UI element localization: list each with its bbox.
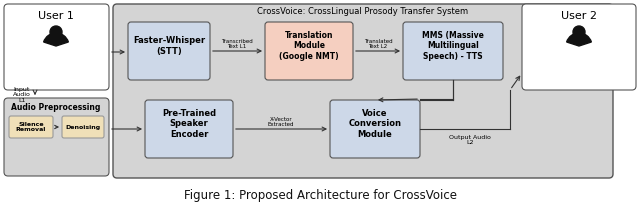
Text: Figure 1: Proposed Architecture for CrossVoice: Figure 1: Proposed Architecture for Cros… — [184, 188, 456, 202]
Text: Input
Audio
L1: Input Audio L1 — [13, 87, 31, 103]
Wedge shape — [44, 33, 68, 46]
FancyBboxPatch shape — [128, 22, 210, 80]
Text: Transcribed
Text L1: Transcribed Text L1 — [221, 39, 253, 49]
Text: CrossVoice: CrossLingual Prosody Transfer System: CrossVoice: CrossLingual Prosody Transfe… — [257, 8, 468, 17]
FancyBboxPatch shape — [145, 100, 233, 158]
FancyBboxPatch shape — [9, 116, 53, 138]
Text: Translation
Module
(Google NMT): Translation Module (Google NMT) — [279, 31, 339, 61]
FancyBboxPatch shape — [62, 116, 104, 138]
FancyBboxPatch shape — [4, 4, 109, 90]
Text: Denoising: Denoising — [65, 124, 100, 130]
Circle shape — [573, 26, 585, 38]
Text: Pre-Trained
Speaker
Encoder: Pre-Trained Speaker Encoder — [162, 109, 216, 139]
FancyBboxPatch shape — [4, 98, 109, 176]
FancyBboxPatch shape — [522, 4, 636, 90]
FancyBboxPatch shape — [330, 100, 420, 158]
FancyBboxPatch shape — [265, 22, 353, 80]
Text: User 1: User 1 — [38, 11, 74, 21]
Text: Output Audio
L2: Output Audio L2 — [449, 135, 491, 145]
Text: Voice
Conversion
Module: Voice Conversion Module — [349, 109, 401, 139]
Text: Faster-Whisper
(STT): Faster-Whisper (STT) — [133, 36, 205, 56]
FancyBboxPatch shape — [403, 22, 503, 80]
Text: Translated
Text L2: Translated Text L2 — [364, 39, 392, 49]
Circle shape — [50, 26, 62, 38]
Text: User 2: User 2 — [561, 11, 597, 21]
Text: Audio Preprocessing: Audio Preprocessing — [12, 103, 100, 112]
Text: MMS (Massive
Multilingual
Speech) - TTS: MMS (Massive Multilingual Speech) - TTS — [422, 31, 484, 61]
FancyBboxPatch shape — [113, 4, 613, 178]
Wedge shape — [566, 33, 591, 46]
Text: Silence
Removal: Silence Removal — [16, 122, 46, 132]
Text: X-Vector
Extracted: X-Vector Extracted — [268, 117, 294, 128]
